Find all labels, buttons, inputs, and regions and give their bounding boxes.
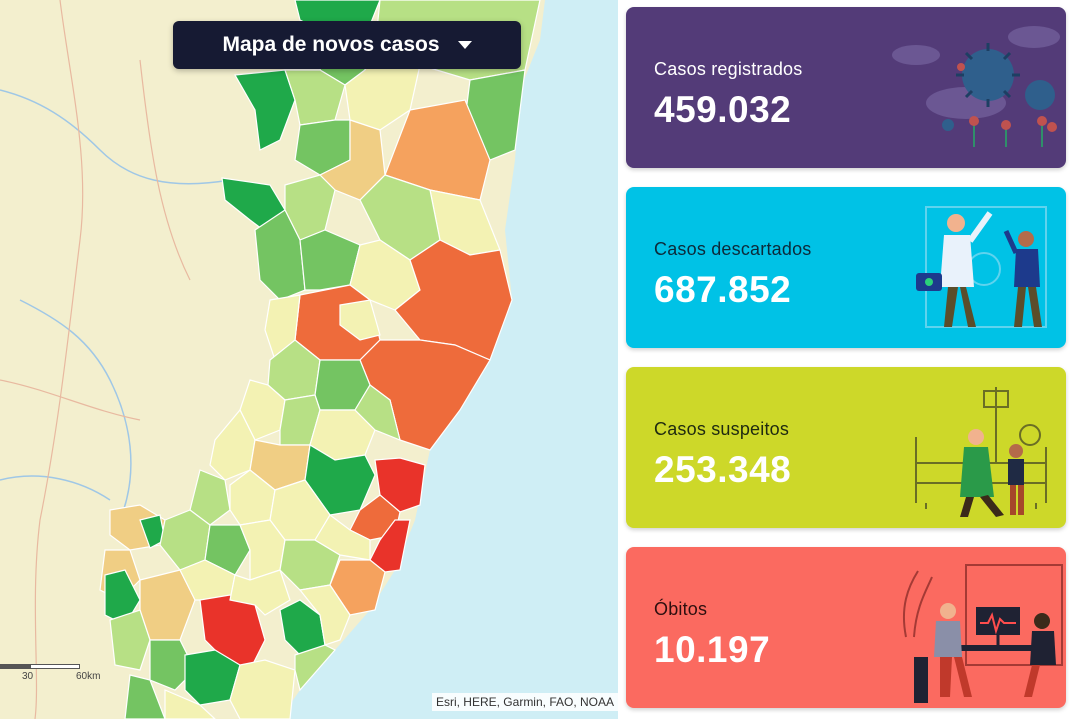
card-label: Casos descartados <box>654 239 812 259</box>
virus-illustration <box>892 26 1060 147</box>
map-layer-dropdown[interactable]: Mapa de novos casos <box>173 21 521 69</box>
card-discarded-cases[interactable]: Casos descartados 687.852 <box>626 187 1066 348</box>
chevron-down-icon <box>457 41 472 49</box>
card-value: 687.852 <box>654 269 792 310</box>
card-registered-cases[interactable]: Casos registrados 459.032 <box>626 7 1066 168</box>
card-deaths[interactable]: Óbitos 10.197 <box>626 547 1066 708</box>
card-label: Casos suspeitos <box>654 419 790 439</box>
roads <box>0 0 191 719</box>
scale-segment <box>0 664 30 669</box>
scale-tick-label: 60km <box>76 671 101 682</box>
consultation-illustration <box>902 564 1063 703</box>
card-value: 253.348 <box>654 449 792 490</box>
card-label: Óbitos <box>654 599 708 619</box>
card-label: Casos registrados <box>654 59 803 79</box>
hospital-bed-illustration <box>915 387 1047 517</box>
scale-segment <box>30 664 80 669</box>
map-panel[interactable]: Mapa de novos casos 30 60km Esri, HERE, … <box>0 0 618 719</box>
map-layer-dropdown-label: Mapa de novos casos <box>222 33 440 56</box>
choropleth-map[interactable] <box>0 0 618 719</box>
map-scale-bar: 30 60km <box>0 664 110 688</box>
scale-tick-label: 30 <box>22 671 34 682</box>
card-suspected-cases[interactable]: Casos suspeitos 253.348 <box>626 367 1066 528</box>
map-attribution[interactable]: Esri, HERE, Garmin, FAO, NOAA <box>431 693 618 711</box>
doctors-illustration <box>916 206 1047 328</box>
rivers <box>0 89 231 521</box>
card-value: 459.032 <box>654 89 792 130</box>
card-value: 10.197 <box>654 629 771 670</box>
regions[interactable] <box>99 0 541 719</box>
